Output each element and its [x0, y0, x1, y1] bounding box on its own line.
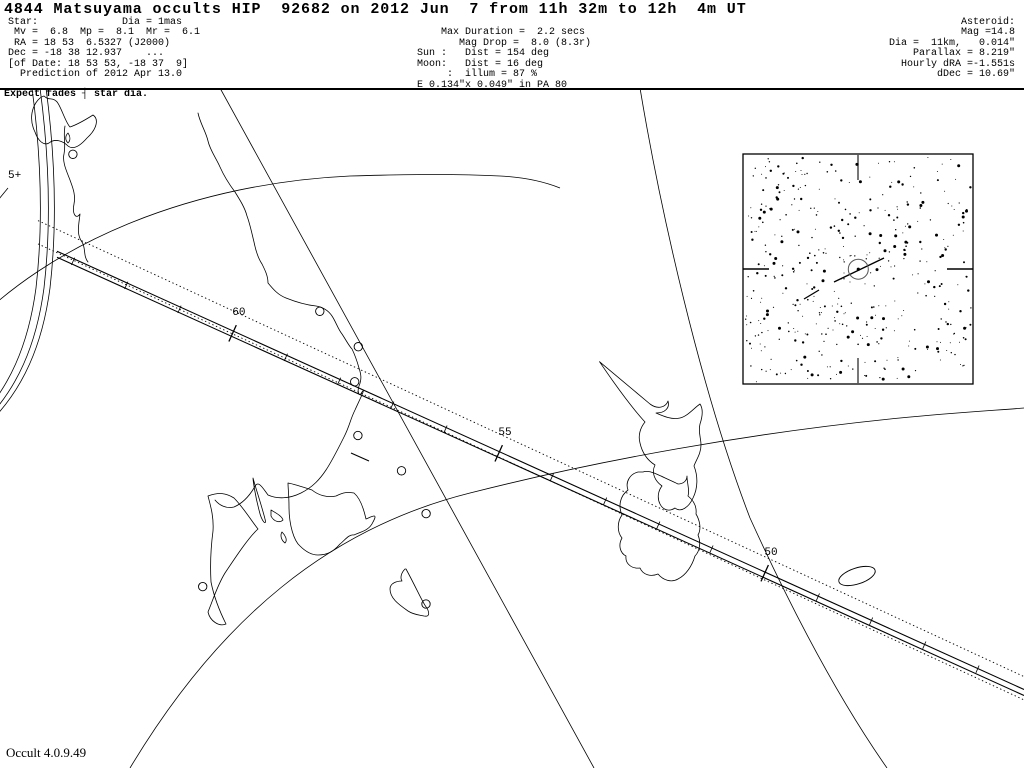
svg-text:60: 60	[232, 307, 245, 319]
svg-text:55: 55	[498, 427, 511, 439]
svg-text:50: 50	[764, 547, 777, 559]
svg-text:5+: 5+	[8, 170, 21, 182]
